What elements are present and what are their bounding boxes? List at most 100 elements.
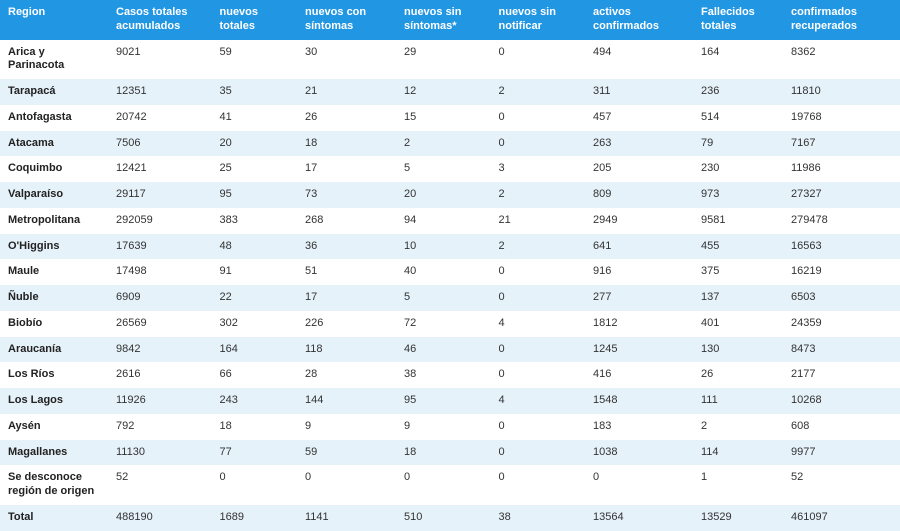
value-cell: 28: [297, 362, 396, 388]
value-cell: 46: [396, 337, 491, 363]
value-cell: 7506: [108, 131, 212, 157]
value-cell: 973: [693, 182, 783, 208]
region-cell: Valparaíso: [0, 182, 108, 208]
value-cell: 12421: [108, 156, 212, 182]
value-cell: 514: [693, 105, 783, 131]
value-cell: 40: [396, 259, 491, 285]
value-cell: 226: [297, 311, 396, 337]
value-cell: 292059: [108, 208, 212, 234]
value-cell: 4: [491, 388, 586, 414]
col-header-0: Region: [0, 0, 108, 40]
value-cell: 1: [693, 465, 783, 505]
value-cell: 8473: [783, 337, 900, 363]
value-cell: 277: [585, 285, 693, 311]
value-cell: 1245: [585, 337, 693, 363]
value-cell: 11926: [108, 388, 212, 414]
value-cell: 29: [396, 40, 491, 80]
table-row: Metropolitana292059383268942129499581279…: [0, 208, 900, 234]
table-row: O'Higgins17639483610264145516563: [0, 234, 900, 260]
value-cell: 4: [491, 311, 586, 337]
value-cell: 1812: [585, 311, 693, 337]
value-cell: 383: [212, 208, 298, 234]
region-cell: Biobío: [0, 311, 108, 337]
table-body: Arica y Parinacota902159302904941648362T…: [0, 40, 900, 531]
col-header-7: Fallecidostotales: [693, 0, 783, 40]
value-cell: 9581: [693, 208, 783, 234]
region-cell: Se desconoce región de origen: [0, 465, 108, 505]
value-cell: 0: [585, 465, 693, 505]
value-cell: 416: [585, 362, 693, 388]
value-cell: 17639: [108, 234, 212, 260]
value-cell: 11130: [108, 440, 212, 466]
table-row: Maule17498915140091637516219: [0, 259, 900, 285]
region-cell: Atacama: [0, 131, 108, 157]
value-cell: 5: [396, 285, 491, 311]
value-cell: 792: [108, 414, 212, 440]
value-cell: 41: [212, 105, 298, 131]
value-cell: 488190: [108, 505, 212, 531]
col-header-2: nuevostotales: [212, 0, 298, 40]
value-cell: 455: [693, 234, 783, 260]
value-cell: 26569: [108, 311, 212, 337]
value-cell: 17: [297, 156, 396, 182]
region-cell: O'Higgins: [0, 234, 108, 260]
value-cell: 137: [693, 285, 783, 311]
value-cell: 9021: [108, 40, 212, 80]
table-row: Se desconoce región de origen5200000152: [0, 465, 900, 505]
value-cell: 20742: [108, 105, 212, 131]
value-cell: 0: [491, 105, 586, 131]
value-cell: 0: [491, 414, 586, 440]
region-cell: Coquimbo: [0, 156, 108, 182]
value-cell: 457: [585, 105, 693, 131]
value-cell: 20: [396, 182, 491, 208]
value-cell: 95: [396, 388, 491, 414]
value-cell: 0: [212, 465, 298, 505]
value-cell: 95: [212, 182, 298, 208]
value-cell: 13564: [585, 505, 693, 531]
table-row: Los Ríos26166628380416262177: [0, 362, 900, 388]
value-cell: 59: [212, 40, 298, 80]
region-cell: Total: [0, 505, 108, 531]
value-cell: 19768: [783, 105, 900, 131]
value-cell: 2: [491, 79, 586, 105]
value-cell: 114: [693, 440, 783, 466]
value-cell: 809: [585, 182, 693, 208]
value-cell: 9: [396, 414, 491, 440]
value-cell: 0: [396, 465, 491, 505]
value-cell: 1689: [212, 505, 298, 531]
table-row: Valparaíso29117957320280997327327: [0, 182, 900, 208]
value-cell: 79: [693, 131, 783, 157]
col-header-1: Casos totalesacumulados: [108, 0, 212, 40]
value-cell: 59: [297, 440, 396, 466]
value-cell: 1038: [585, 440, 693, 466]
value-cell: 22: [212, 285, 298, 311]
value-cell: 205: [585, 156, 693, 182]
value-cell: 279478: [783, 208, 900, 234]
table-row: Atacama7506201820263797167: [0, 131, 900, 157]
value-cell: 11986: [783, 156, 900, 182]
value-cell: 18: [212, 414, 298, 440]
value-cell: 0: [491, 285, 586, 311]
col-header-6: activosconfirmados: [585, 0, 693, 40]
value-cell: 5: [396, 156, 491, 182]
value-cell: 26: [693, 362, 783, 388]
table-row: Coquimbo1242125175320523011986: [0, 156, 900, 182]
value-cell: 111: [693, 388, 783, 414]
value-cell: 1548: [585, 388, 693, 414]
value-cell: 6503: [783, 285, 900, 311]
table-header: RegionCasos totalesacumuladosnuevostotal…: [0, 0, 900, 40]
value-cell: 29117: [108, 182, 212, 208]
value-cell: 130: [693, 337, 783, 363]
region-cell: Aysén: [0, 414, 108, 440]
value-cell: 9977: [783, 440, 900, 466]
value-cell: 7167: [783, 131, 900, 157]
covid-region-table: RegionCasos totalesacumuladosnuevostotal…: [0, 0, 900, 531]
region-cell: Metropolitana: [0, 208, 108, 234]
value-cell: 16219: [783, 259, 900, 285]
region-cell: Maule: [0, 259, 108, 285]
table-row: Araucanía984216411846012451308473: [0, 337, 900, 363]
value-cell: 2: [491, 182, 586, 208]
col-header-8: confirmadosrecuperados: [783, 0, 900, 40]
value-cell: 461097: [783, 505, 900, 531]
value-cell: 302: [212, 311, 298, 337]
